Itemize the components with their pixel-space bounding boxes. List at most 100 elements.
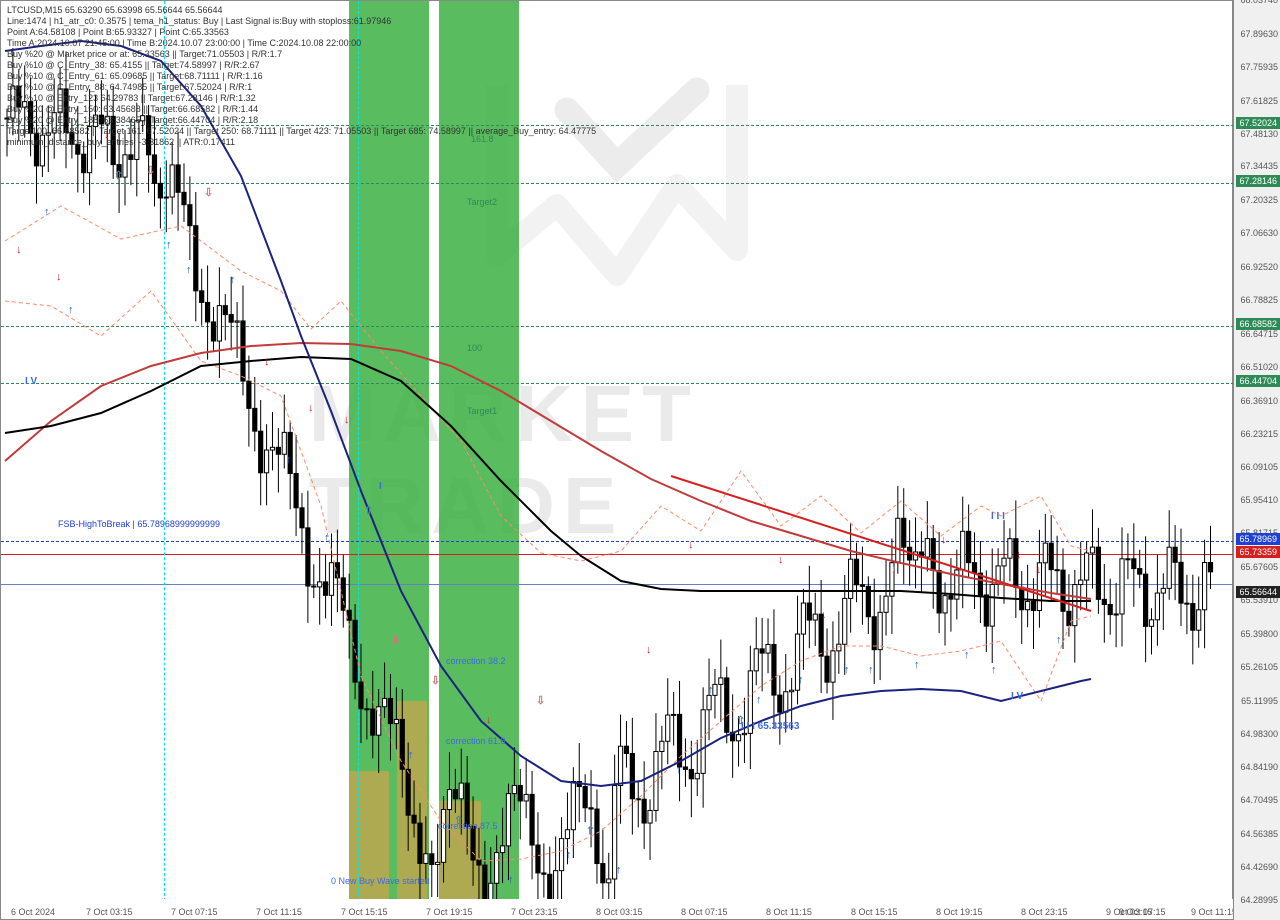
info-text-line: Target100: 66.68582 || Target 161: 67.52… — [7, 126, 596, 136]
info-text-line: Line:1474 | h1_atr_c0: 0.3575 | tema_h1_… — [7, 16, 391, 26]
arrow-up-icon: ↑ — [186, 264, 192, 276]
price-tick: 68.03740 — [1240, 0, 1278, 5]
arrow-down-icon: ↓ — [56, 271, 62, 283]
info-text-line: Buy %10 @ C_Entry_61: 65.09685 || Target… — [7, 71, 263, 81]
price-axis: 68.0374067.8963067.7593567.6182567.48130… — [1233, 0, 1280, 920]
fib-label: Target2 — [467, 197, 497, 207]
arrow-down-icon: ↓ — [688, 539, 694, 551]
arrow-down-icon: ⇩ — [204, 186, 213, 199]
price-level-box: 65.78969 — [1236, 533, 1280, 545]
arrow-up-icon: ↑ — [964, 649, 970, 661]
correction-label: correction 61.8 — [446, 736, 506, 746]
price-level-box: 67.28146 — [1236, 175, 1280, 187]
price-tick: 65.95410 — [1240, 495, 1278, 505]
arrow-down-icon: ↓ — [308, 402, 314, 414]
price-tick: 66.78825 — [1240, 295, 1278, 305]
wave-label: I I I — [991, 511, 1005, 522]
time-tick: 8 Oct 07:15 — [681, 907, 728, 917]
arrow-down-icon: ↓ — [16, 244, 22, 256]
price-tick: 65.11995 — [1241, 696, 1278, 706]
wave-label: I — [379, 481, 382, 492]
price-tick: 67.34435 — [1240, 161, 1278, 171]
arrow-up-icon: ↑ — [798, 674, 804, 686]
arrow-down-icon: ⇩ — [431, 674, 440, 687]
price-tick: 67.20325 — [1240, 195, 1278, 205]
price-tick: 67.75935 — [1240, 62, 1278, 72]
arrow-down-icon: ⇩ — [536, 694, 545, 707]
arrow-down-icon: ↓ — [1016, 549, 1022, 561]
correction-label: correction 38.2 — [446, 656, 506, 666]
price-tick: 67.89630 — [1240, 29, 1278, 39]
arrow-down-icon: ⇩ — [391, 634, 400, 647]
time-tick: 8 Oct 15:15 — [851, 907, 898, 917]
time-tick: 7 Oct 11:15 — [256, 907, 302, 917]
arrow-down-icon: ↓ — [264, 356, 270, 368]
info-text-line: Buy %10 @ C_Entry_38: 65.4155 || Target:… — [7, 60, 260, 70]
arrow-up-icon: ↑ — [844, 664, 850, 676]
arrow-up-icon: ↑ — [166, 239, 172, 251]
arrow-down-icon: ↓ — [941, 534, 947, 546]
arrow-up-icon: ⇧ — [114, 169, 123, 182]
info-text-line: minimum_distance_buy_entries: -3.31862 |… — [7, 137, 235, 147]
fib-label: Target1 — [467, 406, 497, 416]
wave-label: I V — [25, 376, 37, 387]
arrow-up-icon: ↑ — [230, 274, 236, 286]
correction-label: correction 87.5 — [438, 821, 498, 831]
price-level-box: 65.56644 — [1236, 586, 1280, 598]
wave-label: I V — [1011, 691, 1023, 702]
fib-label: 161.8 — [471, 134, 494, 144]
arrow-up-icon: ↑ — [676, 764, 682, 776]
arrow-up-icon: ↑ — [44, 206, 50, 218]
time-tick: 7 Oct 23:15 — [511, 907, 558, 917]
arrow-up-icon: ↑ — [914, 659, 920, 671]
info-text-line: Buy %10 @ Entry_123 64.29783 || Target:6… — [7, 93, 256, 103]
price-level-box: 66.68582 — [1236, 318, 1280, 330]
time-tick: 6 Oct 2024 — [11, 907, 55, 917]
price-tick: 64.56385 — [1240, 829, 1278, 839]
arrow-down-icon: ↓ — [821, 609, 827, 621]
price-tick: 65.26105 — [1240, 662, 1278, 672]
time-tick: 9 Oct 07:15 — [1119, 907, 1166, 917]
arrow-up-icon: ⇧ — [364, 504, 373, 517]
price-tick: 64.84190 — [1240, 762, 1278, 772]
time-tick: 8 Oct 03:15 — [596, 907, 643, 917]
plot-svg — [1, 1, 1234, 901]
arrow-up-icon: ↑ — [991, 664, 997, 676]
price-tick: 66.92520 — [1240, 262, 1278, 272]
arrow-down-icon: ↓ — [486, 714, 492, 726]
arrow-up-icon: ↑ — [756, 694, 762, 706]
price-tick: 66.09105 — [1240, 462, 1278, 472]
arrow-up-icon: ⇧ — [586, 824, 595, 837]
info-text-line: LTCUSD,M15 65.63290 65.63998 65.56644 65… — [7, 5, 223, 15]
time-tick: 7 Oct 07:15 — [171, 907, 218, 917]
arrow-up-icon: ↑ — [68, 304, 74, 316]
price-tick: 65.39800 — [1240, 629, 1278, 639]
price-tick: 66.51020 — [1240, 362, 1278, 372]
info-text-line: Time A:2024.10.07 21:45:00 | Time B:2024… — [7, 38, 361, 48]
price-tick: 64.70495 — [1240, 795, 1278, 805]
arrow-up-icon: ↑ — [566, 849, 572, 861]
time-tick: 8 Oct 19:15 — [936, 907, 983, 917]
info-text-line: Point A:64.58108 | Point B:65.93327 | Po… — [7, 27, 229, 37]
arrow-down-icon: ↓ — [344, 414, 350, 426]
time-tick: 8 Oct 23:15 — [1021, 907, 1068, 917]
price-tick: 64.42690 — [1240, 862, 1278, 872]
price-tick: 66.64715 — [1240, 329, 1278, 339]
arrow-up-icon: ↑ — [286, 454, 292, 466]
price-level-box: 65.73359 — [1236, 546, 1280, 558]
info-text-line: Buy %20 @ Entry_150: 63.45688 || Target:… — [7, 104, 258, 114]
arrow-up-icon: ↑ — [508, 874, 514, 886]
price-tick: 67.48130 — [1240, 129, 1278, 139]
price-tick: 66.23215 — [1240, 429, 1278, 439]
price-tick: 65.67605 — [1240, 562, 1278, 572]
time-axis: 6 Oct 20247 Oct 03:157 Oct 07:157 Oct 11… — [1, 899, 1234, 919]
arrow-up-icon: ↑ — [616, 864, 622, 876]
arrow-up-icon: ↑ — [1056, 634, 1062, 646]
price-tick: 64.98300 — [1240, 729, 1278, 739]
chart-plot-area[interactable]: MARKET TRADE FSB-HighToBreak | 65.789689… — [0, 0, 1233, 920]
price-level-box: 66.44704 — [1236, 375, 1280, 387]
time-tick: 9 Oct 11:15 — [1191, 907, 1237, 917]
info-text-line: Buy %20 @ Market price or at: 65.33563 |… — [7, 49, 282, 59]
fib-label: 100 — [467, 343, 482, 353]
time-tick: 8 Oct 11:15 — [766, 907, 812, 917]
